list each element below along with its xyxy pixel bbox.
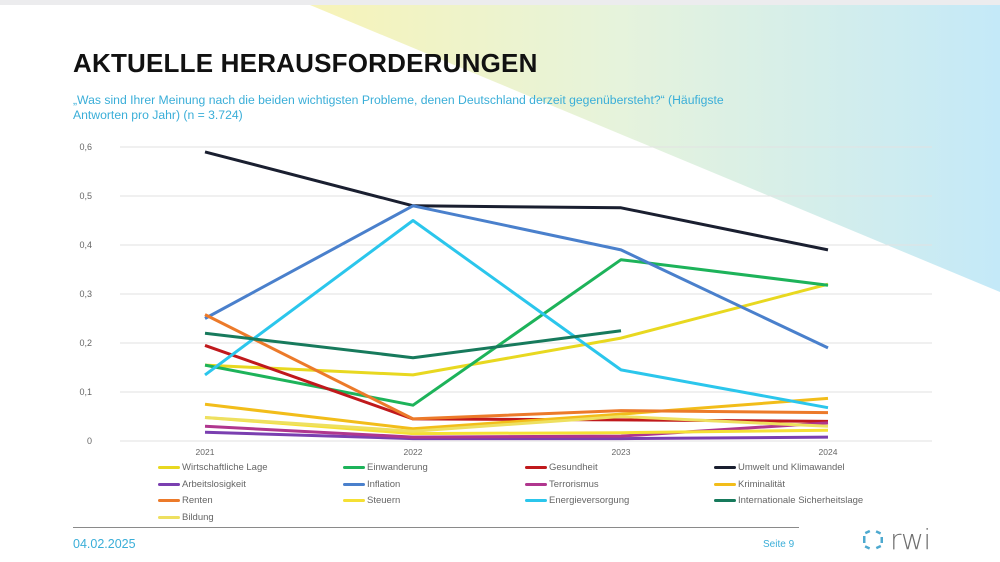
legend-item: Einwanderung [343,462,428,473]
y-tick-label: 0,5 [79,191,92,201]
legend-swatch [158,466,180,469]
legend-swatch [714,499,736,502]
y-axis-ticks: 0 0,1 0,2 0,3 0,4 0,5 0,6 [79,142,92,446]
legend-swatch [525,466,547,469]
series-line-internationale-sicherheitslage [204,329,622,360]
legend-label: Wirtschaftliche Lage [182,462,268,473]
series-line-wirtschaftliche-lage [204,282,829,377]
legend-label: Umwelt und Klimawandel [738,462,845,473]
x-axis-ticks: 2021 2022 2023 2024 [196,447,838,457]
rwi-logo: rwi [862,523,931,556]
legend-item: Internationale Sicherheitslage [714,495,863,506]
logo-text: rwi [890,523,931,556]
legend-label: Gesundheit [549,462,598,473]
series-line-kriminalität [204,396,829,431]
y-tick-label: 0,4 [79,240,92,250]
y-tick-label: 0,2 [79,338,92,348]
legend-item: Renten [158,495,213,506]
legend-item: Inflation [343,479,400,490]
series-line-energieversorgung [204,219,829,410]
legend-swatch [714,466,736,469]
legend-swatch [714,482,736,486]
legend-swatch [158,482,180,486]
legend-swatch [158,499,180,502]
rwi-bracket-icon [863,529,883,550]
y-tick-label: 0,1 [79,387,92,397]
legend-item: Umwelt und Klimawandel [714,462,845,473]
footer-date: 04.02.2025 [73,537,136,551]
series-line-arbeitslosigkeit [204,430,829,441]
page-number: Seite 9 [763,539,795,550]
series-lines [204,150,829,441]
y-tick-label: 0,3 [79,289,92,299]
legend-swatch [343,466,365,469]
series-line-inflation [204,204,829,350]
x-tick-label: 2024 [819,447,838,457]
series-line-renten [204,313,829,421]
legend-swatch [343,482,365,486]
legend-label: Internationale Sicherheitslage [738,495,864,506]
legend-item: Bildung [158,512,214,523]
top-bar [0,0,1000,5]
legend-label: Kriminalität [738,478,785,490]
legend-label: Inflation [367,478,401,490]
legend-item: Terrorismus [525,479,599,490]
legend-label: Arbeitslosigkeit [182,478,246,490]
x-tick-label: 2021 [196,447,215,457]
page-subtitle: „Was sind Ihrer Meinung nach die beiden … [73,93,724,122]
legend-swatch [343,499,365,502]
legend-label: Einwanderung [367,462,428,473]
legend-swatch [158,515,180,519]
legend-item: Energieversorgung [525,495,629,506]
y-tick-label: 0 [87,436,92,446]
legend-label: Terrorismus [549,478,599,490]
legend-label: Bildung [182,511,214,523]
series-line-bildung [204,415,829,433]
legend-item: Kriminalität [714,479,785,490]
page-title: AKTUELLE HERAUSFORDERUNGEN [73,48,538,78]
legend-item: Arbeitslosigkeit [158,479,246,490]
legend-item: Gesundheit [525,462,598,473]
x-tick-label: 2023 [612,447,631,457]
x-tick-label: 2022 [404,447,423,457]
series-line-terrorismus [204,421,829,439]
series-line-einwanderung [204,258,829,407]
footer-divider [73,527,799,528]
series-line-umwelt-und-klimawandel [204,150,829,252]
legend-label: Renten [182,495,213,506]
y-tick-label: 0,6 [79,142,92,152]
legend-label: Steuern [367,495,401,506]
legend-item: Wirtschaftliche Lage [158,462,268,473]
legend-item: Steuern [343,495,400,506]
legend-swatch [525,482,547,486]
grid-lines [120,146,932,442]
legend-label: Energieversorgung [549,495,630,506]
legend-swatch [525,499,547,502]
